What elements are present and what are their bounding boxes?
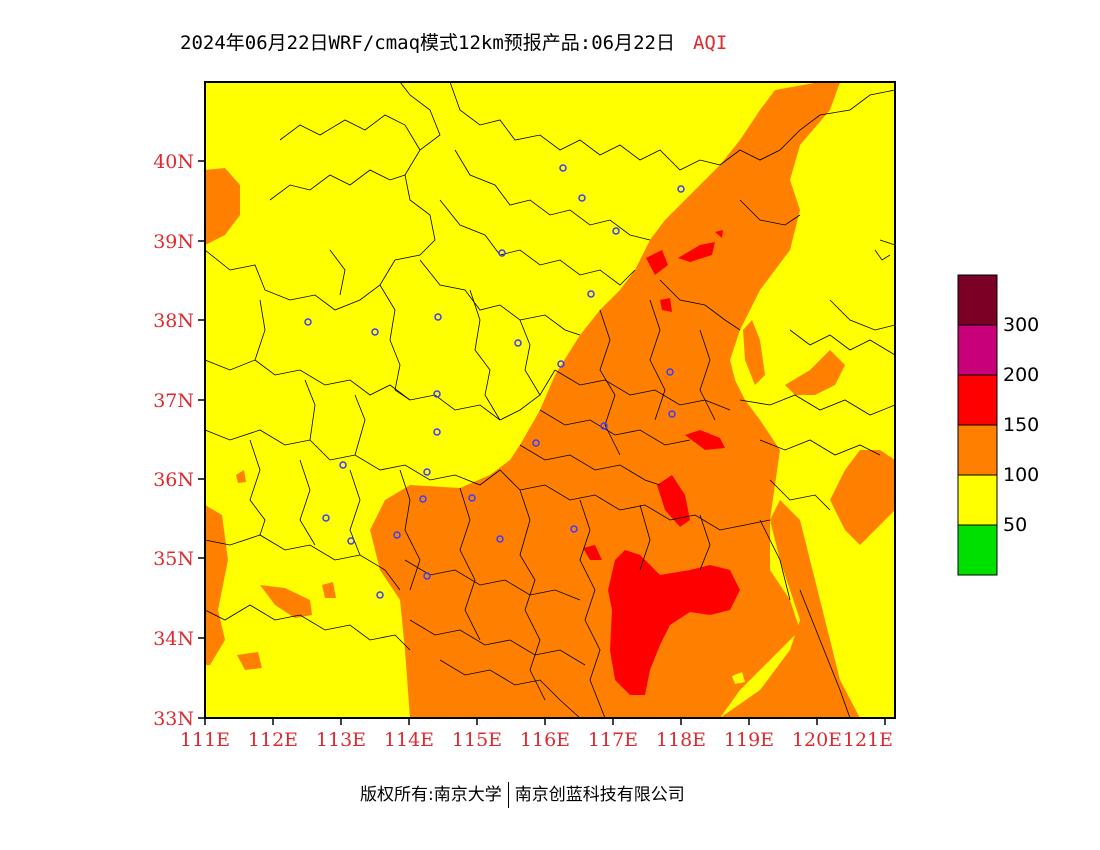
aqi-orange-blob-4 [236,470,246,483]
aqi-red-blob-5 [678,242,715,262]
copyright-credit: 版权所有:南京大学 南京创蓝科技有限公司 [360,780,685,808]
tick-marks [198,160,886,725]
lat-label: 38N [153,310,194,332]
aqi-orange-blob-3 [322,582,336,598]
lon-label: 111E [180,729,230,751]
legend-label-300: 300 [1003,314,1040,336]
lon-label: 114E [384,729,434,751]
credit-separator [507,782,509,808]
lat-label: 36N [153,469,194,491]
aqi-orange-west-edge [205,168,240,245]
legend-label-50: 50 [1003,514,1028,536]
lon-label: 118E [656,729,706,751]
lon-label: 120E [792,729,842,751]
lat-labels: 33N 34N 35N 36N 37N 38N 39N 40N [153,151,194,730]
lon-labels: 111E 112E 113E 114E 115E 116E 117E 118E … [180,729,893,751]
aqi-orange-shandong [785,350,845,395]
lon-label: 116E [520,729,570,751]
lon-label: 115E [452,729,502,751]
aqi-red-blob-7 [660,298,672,312]
lon-label: 121E [843,729,893,751]
lat-label: 39N [153,231,194,253]
lon-label: 117E [588,729,638,751]
aqi-red-blob-2 [685,430,725,450]
aqi-orange-blob-1 [260,585,312,618]
aqi-orange-east [830,450,895,545]
aqi-yellow-spot [732,672,745,684]
legend-label-200: 200 [1003,364,1040,386]
lat-label: 34N [153,628,194,650]
lat-label: 37N [153,390,194,412]
lon-label: 113E [316,729,366,751]
aqi-orange-main [370,82,840,718]
aqi-red-south-blob [608,550,740,695]
map-title: 2024年06月22日WRF/cmaq模式12km预报产品:06月22日 AQI [180,28,727,55]
lat-label: 33N [153,708,194,730]
credit-right: 南京创蓝科技有限公司 [514,785,685,805]
credit-left: 版权所有:南京大学 [360,785,502,805]
legend-swatch-hazardous [957,274,998,326]
aqi-orange-west-south [205,505,228,665]
aqi-red-blob-4 [646,250,668,275]
aqi-orange-blob-5 [743,320,765,385]
legend-swatch-unhealthy [957,374,998,426]
aqi-orange-southeast [720,500,860,718]
legend-swatch-moderate [957,474,998,526]
lat-label: 40N [153,151,194,173]
legend-label-150: 150 [1003,414,1040,436]
aqi-red-blob-1 [657,475,690,527]
lon-label: 119E [724,729,774,751]
legend-swatch-usg [957,424,998,476]
map-title-variable: AQI [692,32,728,54]
admin-boundaries [204,81,896,719]
lon-label: 112E [248,729,298,751]
legend-swatch-good [957,524,998,576]
aqi-red-blob-6 [715,230,723,238]
legend-label-100: 100 [1003,464,1040,486]
city-markers [304,164,685,599]
aqi-color-legend [957,274,998,576]
aqi-orange-blob-2 [237,652,262,670]
lat-label: 35N [153,548,194,570]
map-title-main: 2024年06月22日WRF/cmaq模式12km预报产品:06月22日 [180,32,675,54]
aqi-red-blob-3 [583,545,602,560]
aqi-field [205,82,895,718]
legend-swatch-very-unhealthy [957,324,998,376]
